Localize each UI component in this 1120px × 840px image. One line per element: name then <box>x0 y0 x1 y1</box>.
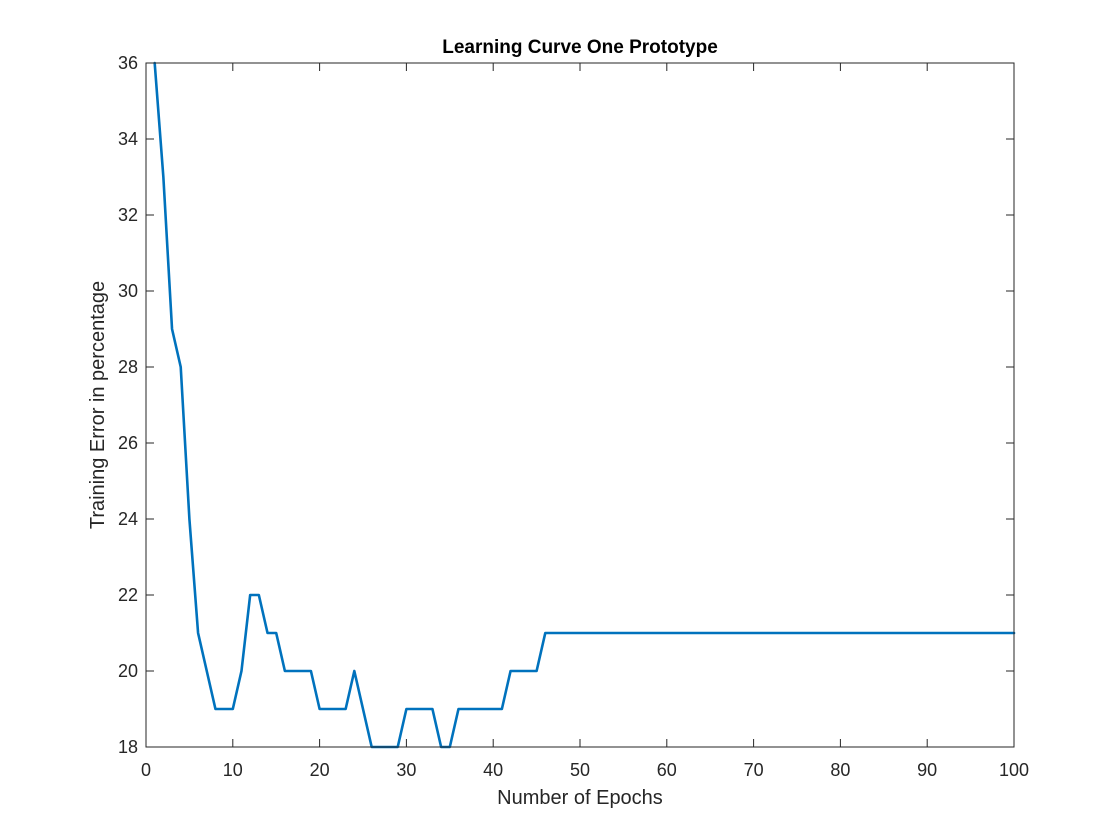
x-tick-label: 10 <box>223 760 243 780</box>
y-tick-label: 24 <box>118 509 138 529</box>
plot-area <box>146 63 1014 747</box>
y-tick-label: 30 <box>118 281 138 301</box>
chart-title: Learning Curve One Prototype <box>442 37 718 58</box>
series-layer <box>153 61 1016 749</box>
x-tick-label: 80 <box>830 760 850 780</box>
x-tick-label: 60 <box>657 760 677 780</box>
y-tick-label: 26 <box>118 433 138 453</box>
y-tick-label: 20 <box>118 661 138 681</box>
ticks-layer: 0 10 20 30 40 50 60 70 80 90 100 18 20 22 24 26 28 30 32 34… <box>118 53 1029 780</box>
y-tick-label: 34 <box>118 129 138 149</box>
x-tick-label: 30 <box>396 760 416 780</box>
series-line <box>153 61 1016 749</box>
y-tick-label: 18 <box>118 737 138 757</box>
x-tick-label: 0 <box>141 760 151 780</box>
y-tick-label: 28 <box>118 357 138 377</box>
x-tick-label: 100 <box>999 760 1029 780</box>
x-tick-label: 40 <box>483 760 503 780</box>
y-axis-label: Training Error in percentage <box>87 281 109 529</box>
x-tick-label: 50 <box>570 760 590 780</box>
x-tick-label: 90 <box>917 760 937 780</box>
y-tick-label: 22 <box>118 585 138 605</box>
plot-frame <box>145 62 1015 748</box>
x-tick-label: 70 <box>744 760 764 780</box>
x-tick-label: 20 <box>310 760 330 780</box>
y-tick-label: 32 <box>118 205 138 225</box>
y-tick-label: 36 <box>118 53 138 73</box>
x-axis-label: Number of Epochs <box>497 787 663 809</box>
